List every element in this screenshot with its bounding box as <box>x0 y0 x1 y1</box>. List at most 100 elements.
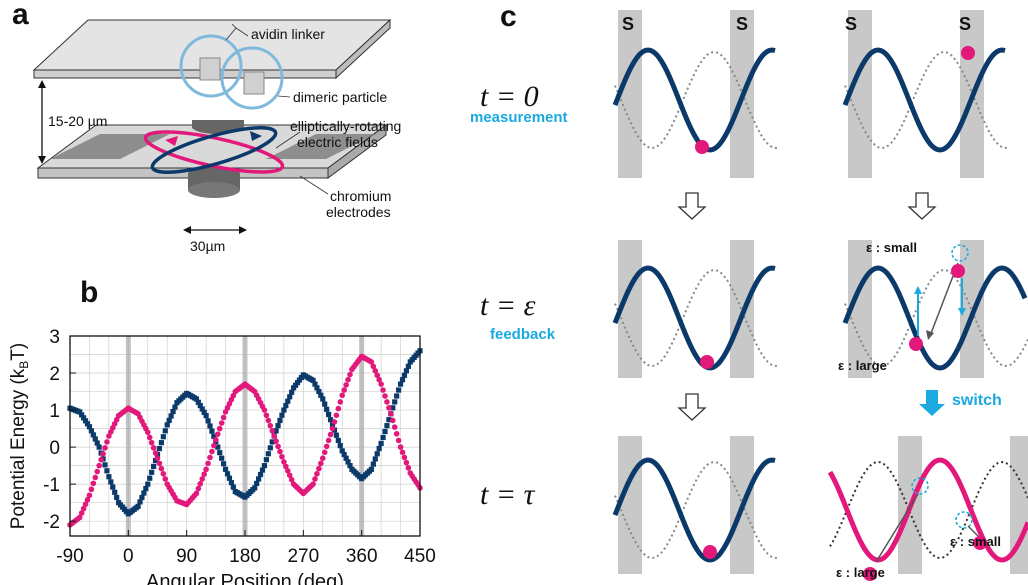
data-point <box>392 399 398 405</box>
data-point <box>150 445 157 451</box>
potential-curve-navy <box>612 265 776 371</box>
s-marker: S <box>845 14 858 34</box>
panel-a-schematic <box>32 18 392 234</box>
data-point <box>386 405 392 411</box>
data-point <box>205 418 211 424</box>
data-point <box>320 396 326 402</box>
data-point <box>137 499 143 505</box>
data-point <box>316 465 322 472</box>
data-point <box>405 363 411 369</box>
panel-c-letter: c <box>500 0 517 33</box>
data-point <box>162 428 168 434</box>
data-point <box>102 462 108 468</box>
data-point <box>347 371 353 378</box>
data-point <box>318 460 324 467</box>
data-point <box>343 455 349 461</box>
data-point <box>263 412 270 419</box>
data-point <box>333 412 340 419</box>
data-point <box>88 428 94 434</box>
energy-arrowhead <box>914 286 922 294</box>
dimeric-particle-label: dimeric particle <box>293 89 388 105</box>
data-point <box>80 505 87 512</box>
data-point <box>269 439 275 445</box>
fields-label-line1: elliptically-rotating <box>290 118 402 134</box>
data-point <box>335 437 341 444</box>
data-point <box>374 372 381 379</box>
data-point <box>79 412 85 418</box>
data-point <box>154 455 161 462</box>
data-point <box>286 472 293 479</box>
data-point <box>396 387 402 393</box>
x-tick-label: 90 <box>176 546 197 567</box>
data-point <box>343 382 349 388</box>
data-point <box>390 405 396 411</box>
data-point <box>389 417 396 424</box>
x-tick-label: -90 <box>56 546 83 567</box>
data-point <box>156 445 163 452</box>
data-point <box>324 406 330 412</box>
data-point <box>86 424 93 430</box>
data-point <box>380 387 386 393</box>
data-point <box>401 454 408 461</box>
data-point <box>310 481 316 487</box>
data-point <box>151 463 157 469</box>
data-point <box>288 476 295 483</box>
data-point <box>289 389 295 395</box>
data-point <box>162 476 169 482</box>
scale-bar <box>183 226 247 234</box>
row-label-t0: t = 0 <box>480 80 539 113</box>
data-point <box>90 432 96 438</box>
data-point <box>269 428 276 434</box>
data-point <box>160 434 166 440</box>
data-point <box>345 376 351 383</box>
data-point <box>322 401 328 407</box>
data-point <box>106 474 112 480</box>
particle <box>973 536 987 550</box>
data-point <box>228 480 234 486</box>
y-tick-label: 3 <box>49 327 60 348</box>
data-point <box>193 490 200 497</box>
data-point <box>263 457 269 463</box>
eps-large-label: ε : large <box>836 565 885 580</box>
data-point <box>145 481 151 487</box>
data-point <box>397 381 404 387</box>
particle <box>951 264 965 278</box>
energy-arrowhead <box>958 308 966 316</box>
data-point <box>279 453 285 460</box>
switch-arrow <box>919 390 945 416</box>
data-point <box>261 463 268 469</box>
data-point <box>160 470 167 477</box>
y-tick-label: -2 <box>43 512 60 533</box>
chart-x-ticks: -90 0 90 180 270 360 450 <box>56 530 436 567</box>
data-point <box>329 422 336 428</box>
data-point <box>281 407 287 413</box>
data-point <box>310 377 316 384</box>
particle <box>909 337 923 351</box>
data-point <box>283 463 289 470</box>
data-point <box>267 422 274 429</box>
data-point <box>199 406 205 412</box>
data-point <box>220 414 227 421</box>
data-point <box>199 476 206 482</box>
data-point <box>164 422 170 428</box>
data-point <box>321 449 328 456</box>
y-tick-label: 1 <box>49 401 60 422</box>
data-point <box>156 460 163 467</box>
data-point <box>339 448 345 454</box>
data-point <box>275 443 281 450</box>
data-point <box>82 501 89 507</box>
panel-a-letter: a <box>12 0 29 31</box>
data-point <box>144 429 151 436</box>
down-arrow <box>677 393 707 421</box>
data-point <box>152 457 159 464</box>
data-point <box>327 431 334 438</box>
data-point <box>271 433 277 439</box>
data-point <box>382 428 388 435</box>
data-point <box>273 438 279 444</box>
potential-curve-navy <box>842 265 1028 371</box>
data-point <box>284 468 291 474</box>
x-tick-label: 180 <box>229 546 261 567</box>
data-point <box>316 388 322 395</box>
data-point <box>403 368 409 374</box>
data-point <box>386 417 392 423</box>
